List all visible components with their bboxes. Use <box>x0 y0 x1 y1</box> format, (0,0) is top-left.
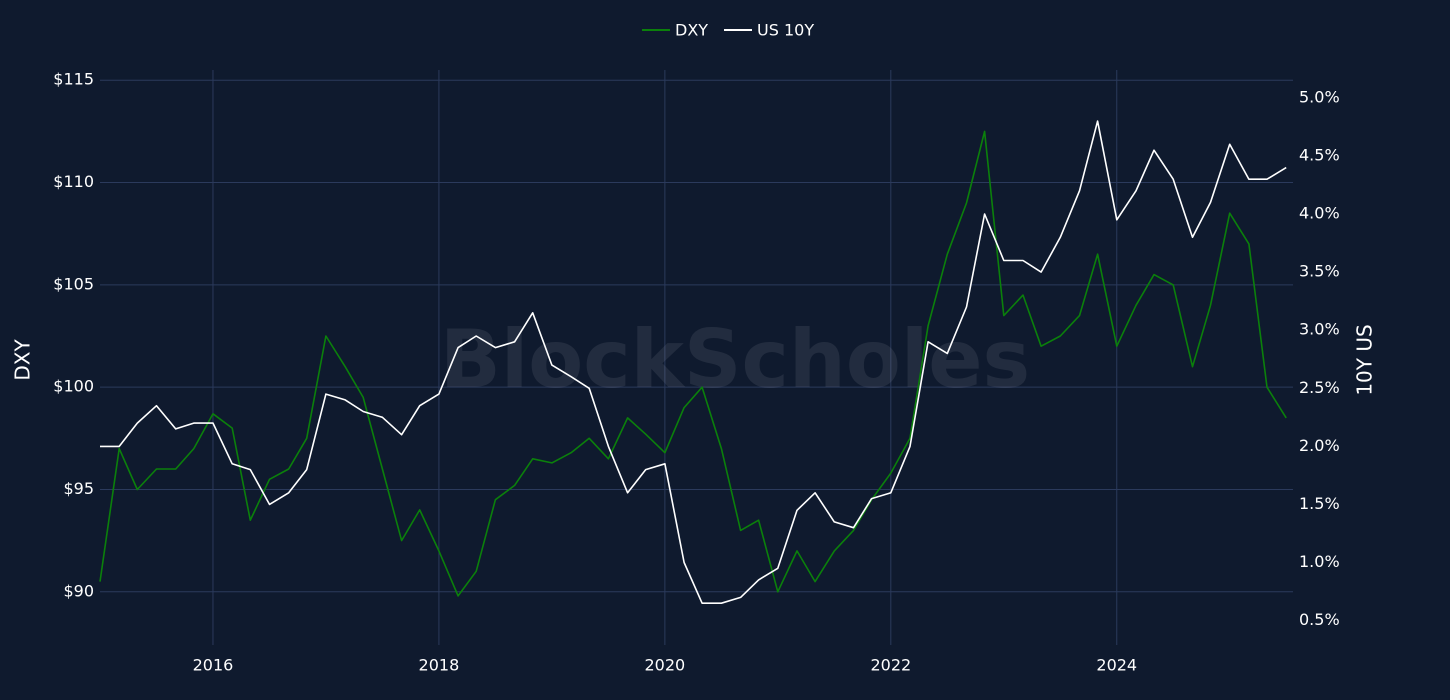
y-tick-label: $105 <box>53 274 94 293</box>
watermark: BlockScholes <box>440 313 1030 406</box>
legend-label: US 10Y <box>757 21 814 40</box>
y-tick-label: $100 <box>53 377 94 396</box>
y-tick-label: $90 <box>63 581 94 600</box>
x-tick-label: 2020 <box>645 656 686 675</box>
plot <box>99 120 1287 604</box>
x-tick-label: 2018 <box>419 656 460 675</box>
legend: DXY US 10Y <box>642 21 814 40</box>
grid <box>100 70 1293 645</box>
y2-tick-label: 5.0% <box>1299 87 1340 106</box>
y2-tick-label: 0.5% <box>1299 610 1340 629</box>
y2-tick-label: 3.0% <box>1299 320 1340 339</box>
y-tick-label: $110 <box>53 172 94 191</box>
y2-tick-label: 3.5% <box>1299 262 1340 281</box>
x-tick-label: 2024 <box>1096 656 1137 675</box>
y-tick-label: $115 <box>53 70 94 89</box>
legend-label: DXY <box>675 21 708 40</box>
line-series <box>99 130 1287 597</box>
y2-axis-title: 10Y US <box>1353 324 1377 395</box>
y2-tick-label: 1.0% <box>1299 552 1340 571</box>
y2-tick-label: 1.5% <box>1299 494 1340 513</box>
y2-tick-label: 4.5% <box>1299 145 1340 164</box>
y2-tick-label: 4.0% <box>1299 204 1340 223</box>
x-tick-label: 2016 <box>193 656 234 675</box>
x-tick-label: 2022 <box>870 656 911 675</box>
y-axis-title: DXY <box>11 339 35 381</box>
y2-tick-label: 2.5% <box>1299 378 1340 397</box>
y2-tick-label: 2.0% <box>1299 436 1340 455</box>
line-series <box>100 120 1287 604</box>
y-tick-label: $95 <box>63 479 94 498</box>
